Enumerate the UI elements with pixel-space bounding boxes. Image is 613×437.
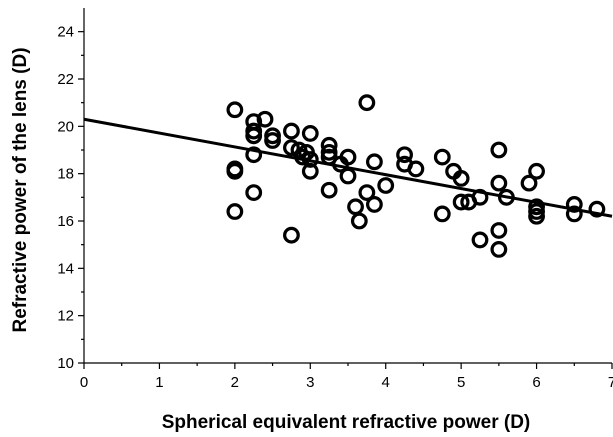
x-axis-title: Spherical equivalent refractive power (D… xyxy=(162,412,531,433)
y-tick-label: 16 xyxy=(57,213,74,230)
y-tick-label: 24 xyxy=(57,24,74,41)
x-tick-label: 4 xyxy=(382,374,390,391)
data-point xyxy=(396,146,413,164)
x-tick-label: 5 xyxy=(457,374,465,391)
data-point xyxy=(245,127,263,145)
y-tick-label: 18 xyxy=(57,166,74,183)
data-point xyxy=(245,184,263,202)
data-point xyxy=(490,141,508,159)
data-point xyxy=(320,181,338,199)
y-axis-title: Refractive power of the lens (D) xyxy=(10,47,31,332)
x-tick-label: 6 xyxy=(532,374,540,391)
data-point xyxy=(256,110,274,128)
data-point xyxy=(283,139,300,157)
data-point xyxy=(358,184,376,202)
data-point xyxy=(490,174,508,192)
data-point xyxy=(565,205,583,223)
data-point xyxy=(520,174,538,192)
x-tick-label: 2 xyxy=(231,374,239,391)
data-point xyxy=(471,231,489,249)
data-point xyxy=(407,160,425,178)
y-tick-label: 14 xyxy=(57,260,74,277)
data-point xyxy=(366,153,383,171)
data-point xyxy=(498,188,515,206)
y-tick-label: 10 xyxy=(57,355,74,372)
x-tick-label: 1 xyxy=(155,374,163,391)
data-point xyxy=(471,188,489,206)
data-point xyxy=(226,203,244,220)
data-point xyxy=(588,200,606,218)
data-point xyxy=(490,240,508,258)
data-point xyxy=(264,132,281,149)
data-point xyxy=(433,205,451,223)
data-point xyxy=(452,169,470,187)
data-point xyxy=(245,146,263,164)
y-tick-label: 20 xyxy=(57,118,74,135)
data-point xyxy=(347,198,364,216)
data-point xyxy=(301,162,319,180)
data-point xyxy=(490,222,508,239)
data-point xyxy=(226,101,244,119)
data-point xyxy=(452,193,470,211)
y-tick-label: 12 xyxy=(57,308,74,325)
data-point xyxy=(528,207,545,225)
data-point xyxy=(320,148,338,166)
y-tick-label: 22 xyxy=(57,71,74,88)
data-point xyxy=(350,212,368,230)
data-point xyxy=(339,148,357,166)
data-point xyxy=(283,226,300,244)
data-point xyxy=(283,122,300,140)
data-point xyxy=(565,196,583,213)
x-tick-label: 0 xyxy=(80,374,88,391)
data-point xyxy=(358,94,376,112)
data-point xyxy=(366,196,383,213)
x-tick-label: 7 xyxy=(608,374,613,391)
data-point xyxy=(320,136,338,154)
data-point xyxy=(339,167,357,185)
data-point xyxy=(226,162,244,180)
data-point xyxy=(301,151,319,168)
data-point xyxy=(528,162,545,180)
data-points-layer xyxy=(226,94,606,258)
x-tick-label: 3 xyxy=(306,374,314,391)
data-point xyxy=(377,177,395,194)
data-point xyxy=(301,125,319,142)
data-point xyxy=(433,148,451,166)
